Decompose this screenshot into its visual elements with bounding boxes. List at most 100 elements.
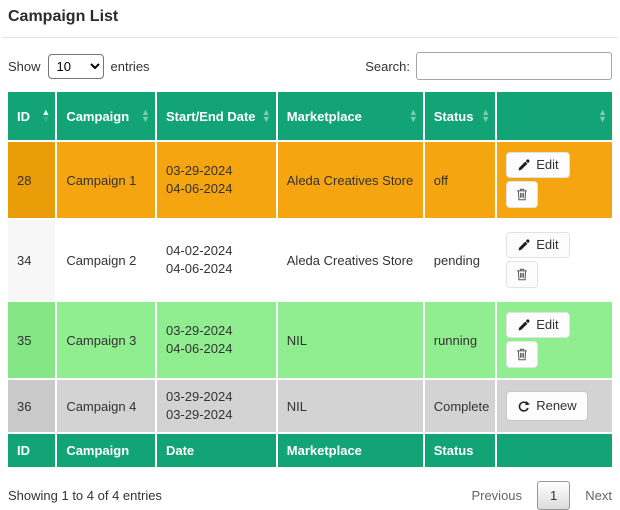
pencil-icon — [518, 238, 530, 250]
cell-date: 03-29-2024 04-06-2024 — [156, 302, 276, 378]
pencil-icon — [518, 158, 530, 170]
sort-icons — [41, 109, 50, 123]
page-1-button[interactable]: 1 — [537, 481, 571, 510]
trash-icon — [517, 188, 528, 201]
show-label: Show — [8, 58, 41, 74]
sort-icons — [598, 109, 607, 123]
sort-desc-icon — [481, 116, 490, 123]
table-info: Showing 1 to 4 of 4 entries — [8, 488, 162, 503]
cell-campaign: Campaign 1 — [57, 142, 155, 218]
pencil-icon — [518, 318, 530, 330]
column-header-actions[interactable] — [497, 92, 612, 140]
table-row: 28 Campaign 1 03-29-2024 04-06-2024 Aled… — [8, 142, 612, 218]
cell-campaign: Campaign 3 — [57, 302, 155, 378]
campaign-table: ID Campaign Start/End Date Marketplace S… — [6, 90, 614, 469]
cell-id: 28 — [8, 142, 56, 218]
footer-header-actions — [497, 434, 612, 467]
cell-status: running — [424, 302, 496, 378]
cell-status: Complete — [424, 380, 496, 432]
start-date: 04-02-2024 — [165, 243, 233, 258]
table-footer-row: ID Campaign Date Marketplace Status — [8, 434, 612, 467]
table-row: 34 Campaign 2 04-02-2024 04-06-2024 Aled… — [8, 220, 612, 300]
cell-marketplace: NIL — [277, 380, 423, 432]
column-header-label: Start/End Date — [165, 108, 256, 124]
renew-button[interactable]: Renew — [506, 391, 588, 421]
cell-id: 35 — [8, 302, 56, 378]
sort-icons — [481, 109, 490, 123]
column-header-marketplace[interactable]: Marketplace — [277, 92, 423, 140]
start-date: 03-29-2024 — [165, 163, 233, 178]
entries-label: entries — [110, 58, 150, 74]
search-control: Search: — [365, 52, 612, 80]
table-row: 36 Campaign 4 03-29-2024 03-29-2024 NIL … — [8, 380, 612, 432]
footer-header-marketplace: Marketplace — [277, 434, 423, 467]
cell-id: 36 — [8, 380, 56, 432]
cell-date: 03-29-2024 03-29-2024 — [156, 380, 276, 432]
cell-marketplace: Aleda Creatives Store — [277, 142, 423, 218]
column-header-label: Marketplace — [286, 108, 362, 124]
footer-header-id: ID — [8, 434, 56, 467]
sort-icons — [409, 109, 418, 123]
sort-desc-icon — [262, 116, 271, 123]
end-date: 04-06-2024 — [165, 181, 233, 196]
table-bottom-bar: Showing 1 to 4 of 4 entries Previous 1 N… — [8, 481, 612, 510]
cell-actions: Renew — [497, 380, 612, 432]
cell-actions: Edit — [497, 142, 612, 218]
cell-campaign: Campaign 2 — [57, 220, 155, 300]
search-label: Search: — [365, 58, 410, 74]
edit-button[interactable]: Edit — [506, 312, 570, 338]
sort-desc-icon — [409, 116, 418, 123]
column-header-status[interactable]: Status — [424, 92, 496, 140]
cell-actions: Edit — [497, 220, 612, 300]
trash-icon — [517, 268, 528, 281]
column-header-label: Campaign — [66, 108, 130, 124]
edit-button-label: Edit — [536, 157, 559, 172]
page-length-control: Show 10 entries — [8, 53, 150, 79]
sort-desc-icon — [598, 116, 607, 123]
delete-button[interactable] — [506, 341, 539, 368]
cell-id: 34 — [8, 220, 56, 300]
column-header-label: Status — [433, 108, 474, 124]
cell-actions: Edit — [497, 302, 612, 378]
column-header-id[interactable]: ID — [8, 92, 56, 140]
edit-button-label: Edit — [536, 317, 559, 332]
edit-button[interactable]: Edit — [506, 232, 570, 258]
trash-icon — [517, 348, 528, 361]
sort-icons — [141, 109, 150, 123]
column-header-label: ID — [17, 108, 30, 124]
delete-button[interactable] — [506, 181, 539, 208]
next-button[interactable]: Next — [585, 488, 612, 503]
footer-header-campaign: Campaign — [57, 434, 155, 467]
footer-header-status: Status — [424, 434, 496, 467]
end-date: 03-29-2024 — [165, 407, 233, 422]
page-title: Campaign List — [8, 8, 119, 25]
page-size-select[interactable]: 10 — [47, 53, 104, 79]
end-date: 04-06-2024 — [165, 261, 233, 276]
cell-marketplace: Aleda Creatives Store — [277, 220, 423, 300]
table-row: 35 Campaign 3 03-29-2024 04-06-2024 NIL … — [8, 302, 612, 378]
cell-marketplace: NIL — [277, 302, 423, 378]
sort-icons — [262, 109, 271, 123]
footer-header-date: Date — [156, 434, 276, 467]
end-date: 04-06-2024 — [165, 341, 233, 356]
refresh-icon — [518, 400, 531, 412]
sort-desc-icon — [141, 116, 150, 123]
cell-status: pending — [424, 220, 496, 300]
cell-status: off — [424, 142, 496, 218]
cell-campaign: Campaign 4 — [57, 380, 155, 432]
cell-date: 04-02-2024 04-06-2024 — [156, 220, 276, 300]
table-header-row: ID Campaign Start/End Date Marketplace S… — [8, 92, 612, 140]
table-controls: Show 10 entries Search: — [8, 52, 612, 80]
sort-desc-icon — [41, 116, 50, 123]
edit-button-label: Edit — [536, 237, 559, 252]
column-header-date[interactable]: Start/End Date — [156, 92, 276, 140]
column-header-campaign[interactable]: Campaign — [57, 92, 155, 140]
edit-button[interactable]: Edit — [506, 152, 570, 178]
search-input[interactable] — [416, 52, 612, 80]
cell-date: 03-29-2024 04-06-2024 — [156, 142, 276, 218]
delete-button[interactable] — [506, 261, 539, 288]
previous-button[interactable]: Previous — [471, 488, 523, 503]
start-date: 03-29-2024 — [165, 389, 233, 404]
start-date: 03-29-2024 — [165, 323, 233, 338]
